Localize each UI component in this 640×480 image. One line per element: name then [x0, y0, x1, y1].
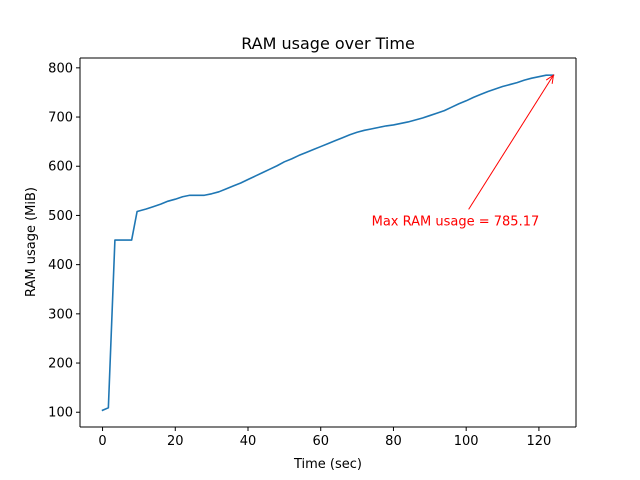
x-tick-label: 60 [312, 434, 329, 449]
y-tick-label: 200 [48, 357, 73, 372]
x-tick-label: 20 [167, 434, 184, 449]
x-tick-label: 80 [385, 434, 402, 449]
annotation-text: Max RAM usage = 785.17 [372, 214, 540, 229]
y-tick-label: 800 [48, 61, 73, 76]
series-line-0 [101, 74, 555, 412]
x-axis-label: Time (sec) [293, 457, 362, 472]
annotation-arrow-line [468, 74, 554, 210]
y-tick-label: 100 [48, 406, 73, 421]
plot-area: 0 20 40 60 80 100 120 100 200 300 400 500 600 700 800 M… [48, 57, 577, 449]
x-tick-label: 0 [98, 434, 106, 449]
y-tick-label: 500 [48, 209, 73, 224]
annotation-arrowhead [545, 74, 555, 84]
y-tick-label: 600 [48, 160, 73, 175]
y-tick-label: 300 [48, 307, 73, 322]
x-tick-label: 40 [240, 434, 257, 449]
y-axis-label: RAM usage (MiB) [24, 187, 39, 297]
y-tick-label: 700 [48, 111, 73, 126]
chart-title: RAM usage over Time [241, 34, 415, 53]
y-tick-label: 400 [48, 258, 73, 273]
x-tick-label: 120 [526, 434, 551, 449]
x-tick-label: 100 [454, 434, 479, 449]
